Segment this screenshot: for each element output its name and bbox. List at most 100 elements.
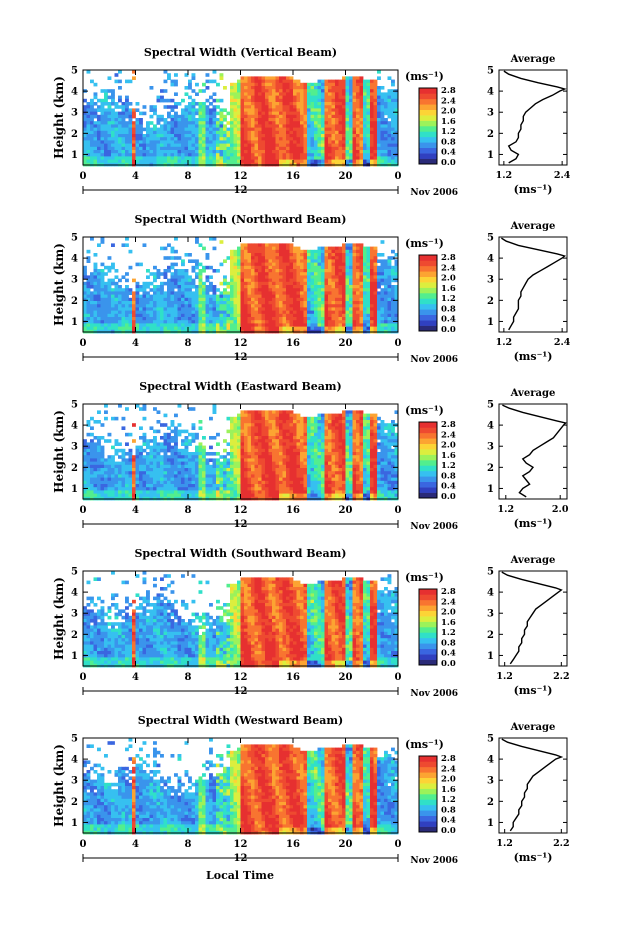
heatmap-cell <box>377 114 381 119</box>
heatmap-cell <box>205 294 210 299</box>
heatmap-cell <box>153 108 157 112</box>
heatmap-cell <box>174 426 178 430</box>
heatmap-cell <box>163 256 168 260</box>
avg-x-tick-label: 1.2 <box>496 337 513 348</box>
heatmap-cell <box>174 73 178 77</box>
y-tick-label: 3 <box>71 108 78 119</box>
heatmap-cell <box>170 281 175 286</box>
heatmap-cell <box>93 307 98 311</box>
heatmap-cell <box>149 455 154 459</box>
heatmap-cell <box>219 153 224 157</box>
heatmap-cell <box>167 468 171 472</box>
heatmap-cell <box>174 114 178 119</box>
heatmap-cell <box>219 124 224 128</box>
heatmap-cell <box>104 114 108 119</box>
heatmap-cell <box>202 265 206 270</box>
heatmap-cell <box>174 455 178 459</box>
heatmap-cell <box>244 89 248 93</box>
heatmap-cell <box>244 95 248 100</box>
heatmap-cell <box>268 307 273 311</box>
heatmap-cell <box>226 140 231 144</box>
heatmap-cell <box>310 153 315 157</box>
heatmap-cell <box>205 73 210 77</box>
heatmap-cell <box>380 323 385 327</box>
heatmap-cell <box>188 320 192 324</box>
heatmap-cell <box>303 310 308 315</box>
heatmap-cell <box>90 102 94 106</box>
heatmap-cell <box>377 265 381 270</box>
heatmap-cell <box>254 95 259 100</box>
heatmap-cell <box>114 73 119 77</box>
heatmap-cell <box>244 118 248 122</box>
heatmap-cell <box>254 262 259 267</box>
heatmap-cell <box>293 301 297 305</box>
heatmap-cell <box>345 95 350 100</box>
y-axis-label: Height (km) <box>52 76 66 159</box>
heatmap-cell <box>370 265 374 270</box>
heatmap-cell <box>286 281 290 286</box>
heatmap-cell <box>335 102 339 106</box>
heatmap-cell <box>272 92 276 96</box>
heatmap-cell <box>174 275 178 279</box>
heatmap-cell <box>83 134 87 138</box>
heatmap-cell <box>254 291 259 295</box>
heatmap-cell <box>377 124 381 128</box>
heatmap-cell <box>135 464 140 469</box>
heatmap-cell <box>125 108 129 112</box>
heatmap-cell <box>359 92 364 96</box>
heatmap-cell <box>219 111 224 116</box>
heatmap-cell <box>226 137 231 141</box>
heatmap-cell <box>380 150 385 154</box>
heatmap-cell <box>282 320 287 324</box>
heatmap-cell <box>275 89 280 93</box>
heatmap-cell <box>191 137 196 141</box>
heatmap-cell <box>132 294 136 299</box>
heatmap-cell <box>167 455 171 459</box>
heatmap-cell <box>359 275 364 279</box>
heatmap-cell <box>321 92 325 96</box>
heatmap-cell <box>296 159 301 164</box>
heatmap-cell <box>177 278 182 283</box>
heatmap-cell <box>170 79 175 84</box>
heatmap-cell <box>125 127 129 132</box>
heatmap-cell <box>107 150 112 154</box>
heatmap-cell <box>373 288 378 292</box>
heatmap-cell <box>86 487 91 491</box>
heatmap-cell <box>289 95 294 100</box>
heatmap-cell <box>300 278 304 283</box>
heatmap-cell <box>191 89 196 93</box>
heatmap-cell <box>321 310 325 315</box>
heatmap-cell <box>349 153 353 157</box>
heatmap-cell <box>90 477 94 482</box>
heatmap-cell <box>321 320 325 324</box>
heatmap-cell <box>300 323 304 327</box>
heatmap-cell <box>212 307 217 311</box>
heatmap-cell <box>107 323 112 327</box>
avg-y-tick-label: 2 <box>487 129 494 140</box>
heatmap-cell <box>286 278 290 283</box>
heatmap-cell <box>237 294 241 299</box>
heatmap-cell <box>191 98 196 103</box>
heatmap-cell <box>111 134 115 138</box>
heatmap-cell <box>149 86 154 90</box>
heatmap-cell <box>324 118 329 122</box>
heatmap-cell <box>163 464 168 469</box>
heatmap-cell <box>181 143 185 148</box>
heatmap-cell <box>93 275 98 279</box>
heatmap-cell <box>163 474 168 478</box>
heatmap-cell <box>254 82 259 87</box>
heatmap-cell <box>370 278 374 283</box>
heatmap-cell <box>114 291 119 295</box>
heatmap-cell <box>373 304 378 308</box>
heatmap-cell <box>156 98 161 103</box>
heatmap-cell <box>349 304 353 308</box>
heatmap-cell <box>272 143 276 148</box>
heatmap-cell <box>209 313 213 318</box>
heatmap-cell <box>90 127 94 132</box>
heatmap-cell <box>380 313 385 318</box>
heatmap-cell <box>174 272 178 276</box>
heatmap-cell <box>387 317 392 321</box>
heatmap-cell <box>303 114 308 119</box>
heatmap-cell <box>237 143 241 148</box>
heatmap-cell <box>223 127 227 132</box>
